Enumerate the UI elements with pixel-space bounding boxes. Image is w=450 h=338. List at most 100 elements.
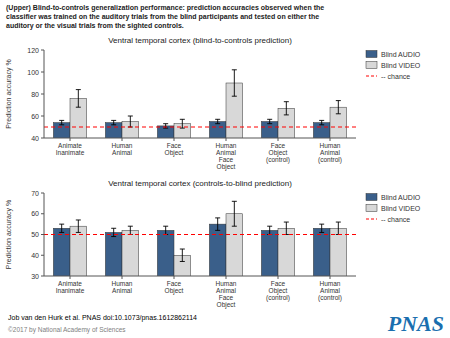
x-tick — [174, 138, 175, 141]
error-bar — [76, 90, 81, 108]
x-tick — [278, 138, 279, 141]
y-tick-label: 80 — [31, 91, 39, 98]
x-tick-label-line: Animal — [112, 287, 132, 294]
legend-label: -- chance — [381, 216, 410, 223]
bar — [70, 226, 87, 276]
x-tick-label: AnimateInanimate — [56, 142, 85, 156]
reference-line — [44, 127, 356, 128]
figure-title: (Upper) Blind-to-controls generalization… — [6, 4, 324, 30]
error-bar — [336, 101, 341, 114]
figure-title-line: classifier was trained on the auditory t… — [6, 13, 319, 21]
legend-label: Blind VIDEO — [381, 205, 421, 212]
bar — [261, 230, 278, 276]
error-bar — [128, 116, 133, 127]
y-tick-label: 70 — [31, 190, 39, 197]
background — [0, 0, 450, 338]
y-tick-label: 120 — [27, 47, 39, 54]
y-axis-label: Prediction accuracy % — [5, 200, 13, 269]
x-tick-label: AnimateInanimate — [56, 280, 85, 294]
y-tick-label: 60 — [31, 113, 39, 120]
error-bar — [284, 102, 289, 115]
x-tick — [70, 276, 71, 279]
error-bar — [267, 119, 272, 123]
bar — [122, 230, 139, 276]
legend-label: Blind AUDIO — [381, 51, 421, 58]
x-tick-label: FaceObject — [165, 280, 184, 295]
y-axis-label: Prediction accuracy % — [5, 59, 13, 128]
reference-line — [44, 234, 356, 235]
x-tick-label-line: (control) — [318, 294, 342, 302]
chart-root: (Upper) Blind-to-controls generalization… — [0, 0, 450, 338]
error-bar — [59, 120, 64, 124]
x-tick-label-line: Object — [217, 301, 236, 309]
legend-swatch — [366, 62, 377, 69]
x-tick-label: FaceObject — [165, 142, 184, 157]
legend-swatch — [366, 194, 377, 201]
y-axis-line — [44, 193, 45, 276]
x-tick-label-line: Face — [219, 294, 234, 301]
x-tick-label-line: Face — [219, 156, 234, 163]
legend-label: Blind VIDEO — [381, 62, 421, 69]
y-tick-label: 60 — [31, 210, 39, 217]
bar — [313, 228, 330, 276]
error-bar — [76, 220, 81, 232]
bar — [157, 230, 174, 276]
x-tick-label-line: Face — [271, 280, 286, 287]
x-tick-label-line: Human — [320, 280, 341, 287]
legend-line — [366, 219, 377, 220]
legend-swatch — [366, 205, 377, 212]
error-bar — [284, 222, 289, 234]
x-tick-label-line: (control) — [266, 156, 290, 164]
x-tick-label: FaceObject(control) — [266, 142, 290, 164]
x-tick-label: FaceObject(control) — [266, 280, 290, 302]
legend-line — [366, 76, 377, 77]
x-tick — [70, 138, 71, 141]
error-bar — [163, 226, 168, 234]
x-tick — [226, 276, 227, 279]
x-tick-label-line: (control) — [318, 156, 342, 164]
error-bar — [267, 226, 272, 234]
chart: Ventral temporal cortex (controls-to-bli… — [5, 179, 421, 338]
error-bar — [215, 218, 220, 230]
x-tick-label-line: Object — [217, 163, 236, 171]
x-tick-label: HumanAnimalFaceObject — [216, 280, 237, 309]
y-axis-line — [44, 50, 45, 138]
y-tick-label: 40 — [31, 252, 39, 259]
error-bar — [111, 228, 116, 236]
y-tick-label: 40 — [31, 135, 39, 142]
x-tick — [122, 276, 123, 279]
error-bar — [232, 201, 237, 226]
x-tick-label-line: Animal — [320, 287, 340, 294]
x-tick — [122, 138, 123, 141]
x-tick-label-line: Human — [112, 280, 133, 287]
x-tick-label: HumanAnimal(control) — [318, 280, 342, 302]
bar — [330, 228, 347, 276]
x-tick — [330, 138, 331, 141]
x-tick-label-line: Object — [165, 149, 184, 157]
x-tick-label: HumanAnimal — [112, 142, 133, 156]
y-tick-label: 50 — [31, 231, 39, 238]
error-bar — [336, 222, 341, 234]
bar — [209, 224, 226, 276]
chart: Ventral temporal cortex (blind-to-contro… — [5, 36, 421, 182]
legend: Blind AUDIO Blind VIDEO -- chance — [366, 51, 421, 80]
x-tick-label-line: Object — [165, 287, 184, 295]
bar — [53, 228, 70, 276]
figure-title-line: (Upper) Blind-to-controls generalization… — [6, 4, 324, 12]
x-tick — [330, 276, 331, 279]
plot-area — [44, 70, 356, 138]
chart-title: Ventral temporal cortex (blind-to-contro… — [108, 36, 292, 45]
error-bar — [319, 120, 324, 124]
x-tick-label-line: Human — [320, 142, 341, 149]
x-tick-label-line: Animate — [58, 142, 82, 149]
x-tick-label-line: (control) — [266, 294, 290, 302]
error-bar — [232, 70, 237, 96]
legend-label: Blind AUDIO — [381, 194, 421, 201]
legend-label: -- chance — [381, 73, 410, 80]
x-tick-label-line: Animal — [320, 149, 340, 156]
bar — [278, 228, 295, 276]
chart-title: Ventral temporal cortex (controls-to-bli… — [108, 179, 292, 188]
x-tick-label: HumanAnimalFaceObject — [216, 142, 237, 171]
y-tick-label: 30 — [31, 273, 39, 280]
x-tick-label-line: Human — [216, 280, 237, 287]
